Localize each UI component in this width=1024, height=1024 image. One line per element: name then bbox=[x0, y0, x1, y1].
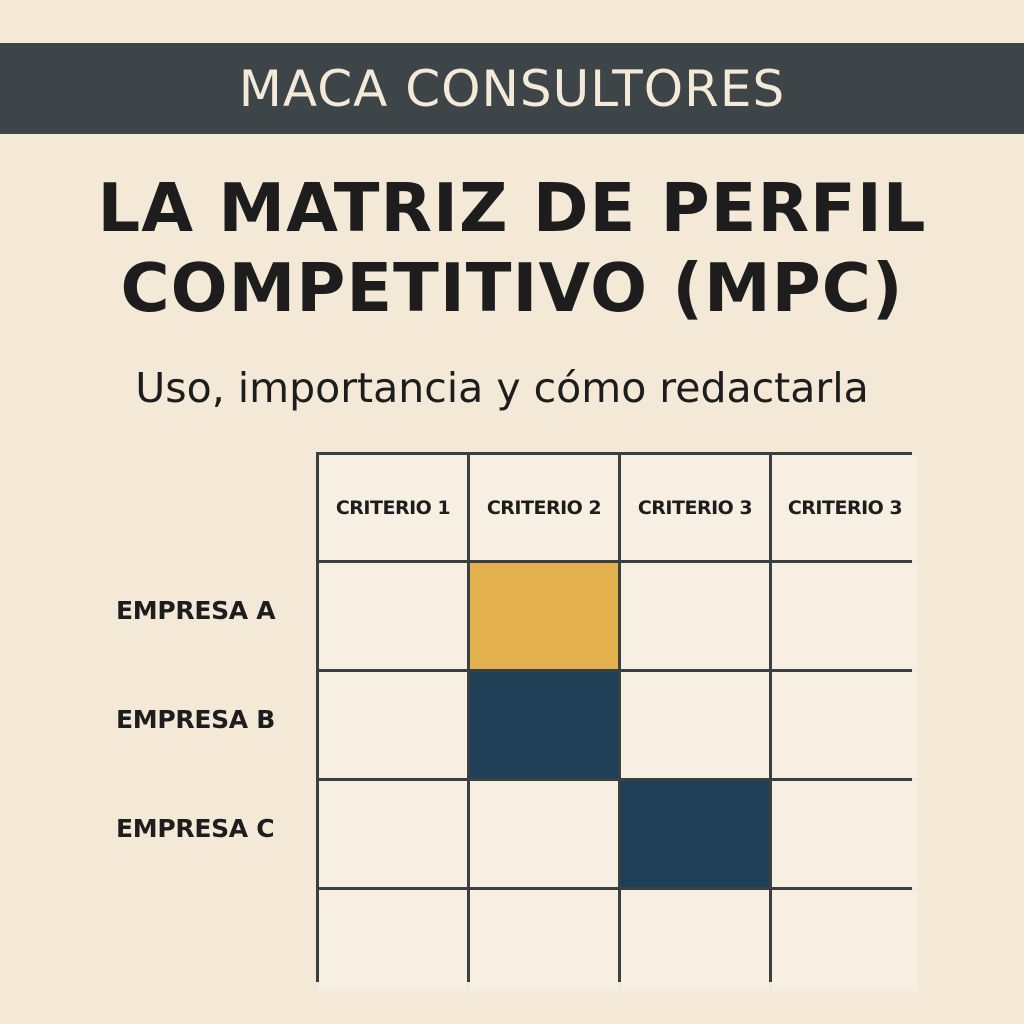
column-header-criterio-3-b: CRITERIO 3 bbox=[787, 496, 903, 519]
matrix-cell bbox=[319, 672, 467, 778]
matrix-header-cell: CRITERIO 2 bbox=[470, 455, 618, 560]
row-label-empresa-b: EMPRESA B bbox=[116, 705, 276, 734]
matrix-cell bbox=[621, 890, 769, 991]
matrix-cell bbox=[621, 672, 769, 778]
matrix-header-cell: CRITERIO 3 bbox=[772, 455, 918, 560]
brand-name: MACA CONSULTORES bbox=[238, 59, 786, 118]
page-subtitle: Uso, importancia y cómo redactarla bbox=[135, 364, 869, 412]
matrix-cell bbox=[319, 890, 467, 991]
competitive-profile-matrix: CRITERIO 1 CRITERIO 2 CRITERIO 3 CRITERI… bbox=[316, 452, 918, 991]
matrix-cell bbox=[470, 781, 618, 887]
matrix-cell bbox=[319, 563, 467, 669]
matrix-cell bbox=[772, 563, 918, 669]
matrix-cell-highlight-yellow bbox=[470, 563, 618, 669]
brand-header-bar: MACA CONSULTORES bbox=[0, 43, 1024, 134]
matrix-header-cell: CRITERIO 1 bbox=[319, 455, 467, 560]
matrix-cell bbox=[621, 563, 769, 669]
matrix-cell-highlight-navy bbox=[621, 781, 769, 887]
matrix-cell-highlight-navy bbox=[470, 672, 618, 778]
column-header-criterio-1: CRITERIO 1 bbox=[335, 496, 451, 519]
title-line-2: COMPETITIVO (MPC) bbox=[120, 249, 904, 327]
matrix-header-cell: CRITERIO 3 bbox=[621, 455, 769, 560]
column-header-criterio-2: CRITERIO 2 bbox=[486, 496, 602, 519]
matrix-cell bbox=[772, 890, 918, 991]
matrix-cell bbox=[772, 672, 918, 778]
matrix-cell bbox=[319, 781, 467, 887]
title-line-1: LA MATRIZ DE PERFIL bbox=[97, 169, 927, 247]
page-title: LA MATRIZ DE PERFIL COMPETITIVO (MPC) bbox=[0, 168, 1024, 328]
matrix-cell bbox=[470, 890, 618, 991]
row-label-empresa-a: EMPRESA A bbox=[116, 596, 276, 625]
column-header-criterio-3: CRITERIO 3 bbox=[637, 496, 753, 519]
matrix-cell bbox=[772, 781, 918, 887]
row-label-empresa-c: EMPRESA C bbox=[116, 814, 275, 843]
